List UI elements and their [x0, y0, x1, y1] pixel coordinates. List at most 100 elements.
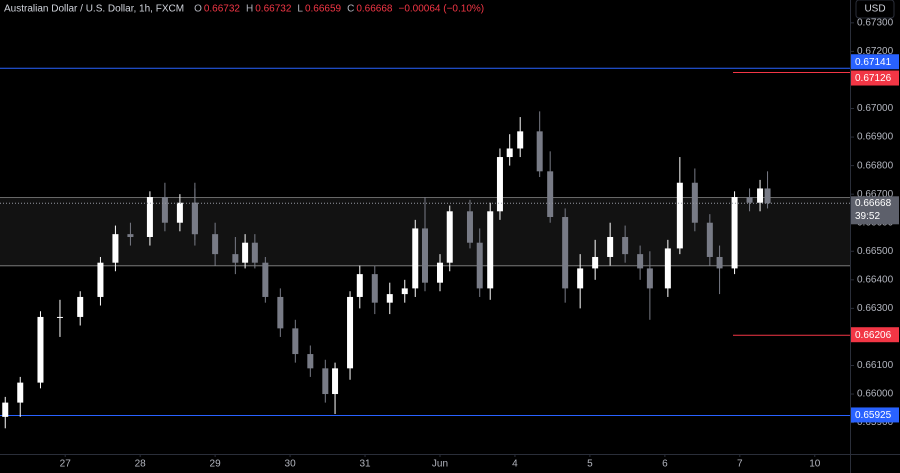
candle-body [446, 211, 453, 263]
candle-body [422, 228, 428, 283]
header-text: 0.66732 [204, 4, 241, 15]
header-text: 0.66668 [356, 4, 393, 15]
candle-body [706, 222, 713, 257]
currency-box [855, 0, 895, 19]
candle-body [562, 217, 569, 289]
candle-body [347, 296, 354, 369]
y-tick-label: 0.67300 [857, 17, 894, 28]
y-tick-label: 0.66100 [857, 360, 894, 371]
candle-body [577, 268, 584, 289]
price-badge-label: 0.65925 [855, 410, 892, 421]
candle-body [466, 211, 473, 243]
candle-body [262, 262, 269, 297]
candle-body [307, 354, 314, 369]
candle-body [232, 254, 239, 263]
candle-body [176, 202, 183, 223]
candle-body [212, 234, 219, 255]
y-tick-label: 0.67200 [857, 46, 894, 57]
candle-body [371, 274, 378, 303]
x-tick-label: 29 [210, 459, 222, 470]
candle-body [547, 171, 554, 218]
candle-body [746, 197, 753, 203]
y-tick-label: 0.66000 [857, 389, 894, 400]
candle-body [401, 288, 408, 295]
y-tick-label: 0.66800 [857, 160, 894, 171]
candle-body [2, 402, 9, 417]
candle-body [664, 248, 671, 289]
candle-body [17, 382, 24, 403]
currency: USD [864, 4, 885, 15]
x-tick-label: 28 [135, 459, 147, 470]
price-badge [851, 327, 899, 343]
candle-body [37, 316, 44, 383]
x-tick-label: 4 [512, 459, 518, 470]
candle-body [517, 131, 524, 149]
y-tick-label: 0.66900 [857, 132, 894, 143]
x-tick-label: 7 [737, 459, 743, 470]
candle-body [496, 157, 503, 212]
x-tick-label: 6 [662, 459, 668, 470]
candle-body [161, 197, 168, 223]
y-tick-label: 0.66400 [857, 274, 894, 285]
candle-body [757, 188, 764, 203]
candle-body [146, 197, 153, 237]
candle-body [242, 242, 249, 263]
header-text: C [347, 4, 354, 15]
candle-body [97, 262, 104, 297]
candle-body [251, 242, 258, 263]
price-badge-label: 0.66206 [855, 330, 892, 341]
x-tick-label: Jun [432, 459, 448, 470]
candle-body [476, 242, 483, 289]
header-text: O [194, 4, 202, 15]
header-text: 0.66732 [255, 4, 292, 15]
candle-body [637, 254, 644, 269]
last-price-label: 0.66668 [855, 198, 892, 209]
candle-body [77, 296, 84, 317]
price-badge [851, 407, 899, 423]
candle-body [191, 202, 198, 235]
x-tick-label: 10 [809, 459, 821, 470]
candle-body [332, 368, 339, 395]
y-tick-label: 0.67000 [857, 103, 894, 114]
price-badge [851, 54, 899, 70]
candle-body [731, 197, 738, 269]
y-tick-label: 0.66700 [857, 189, 894, 200]
candle-body [592, 256, 599, 269]
candle-body [764, 188, 771, 204]
candle-body [716, 256, 723, 269]
candle-body [622, 236, 629, 255]
y-tick-label: 0.66300 [857, 303, 894, 314]
candle-body [691, 182, 698, 223]
header-text: L [297, 4, 303, 15]
candle-body [536, 131, 543, 172]
y-tick-label: 0.66500 [857, 246, 894, 257]
candle-body [607, 236, 614, 257]
x-tick-label: 31 [359, 459, 371, 470]
candle-body [356, 274, 363, 297]
candle-body [506, 148, 513, 158]
candle-body [386, 294, 393, 303]
price-badge [851, 70, 899, 86]
header-text: H [246, 4, 253, 15]
candle-body [112, 234, 119, 263]
candle-body [292, 328, 299, 355]
price-badge-label: 0.67126 [855, 73, 892, 84]
header-text: −0.00064 (−0.10%) [399, 4, 485, 15]
y-tick-label: 0.65900 [857, 417, 894, 428]
candle-body [646, 268, 653, 289]
x-tick-label: 30 [285, 459, 297, 470]
candle-body [127, 234, 134, 237]
countdown: 39:52 [855, 211, 880, 222]
price-badge-label: 0.67141 [855, 57, 892, 68]
header-text: 0.66659 [305, 4, 342, 15]
candle-body [322, 368, 329, 395]
x-tick-label: 5 [587, 459, 593, 470]
candle-body [412, 228, 419, 289]
legend-header: Australian Dollar / U.S. Dollar, 1h, FXC… [4, 4, 484, 15]
last-badge [851, 196, 899, 225]
x-tick-label: 27 [60, 459, 72, 470]
candle-body [436, 262, 443, 283]
candle-body [277, 296, 284, 329]
candle-body [676, 182, 683, 249]
